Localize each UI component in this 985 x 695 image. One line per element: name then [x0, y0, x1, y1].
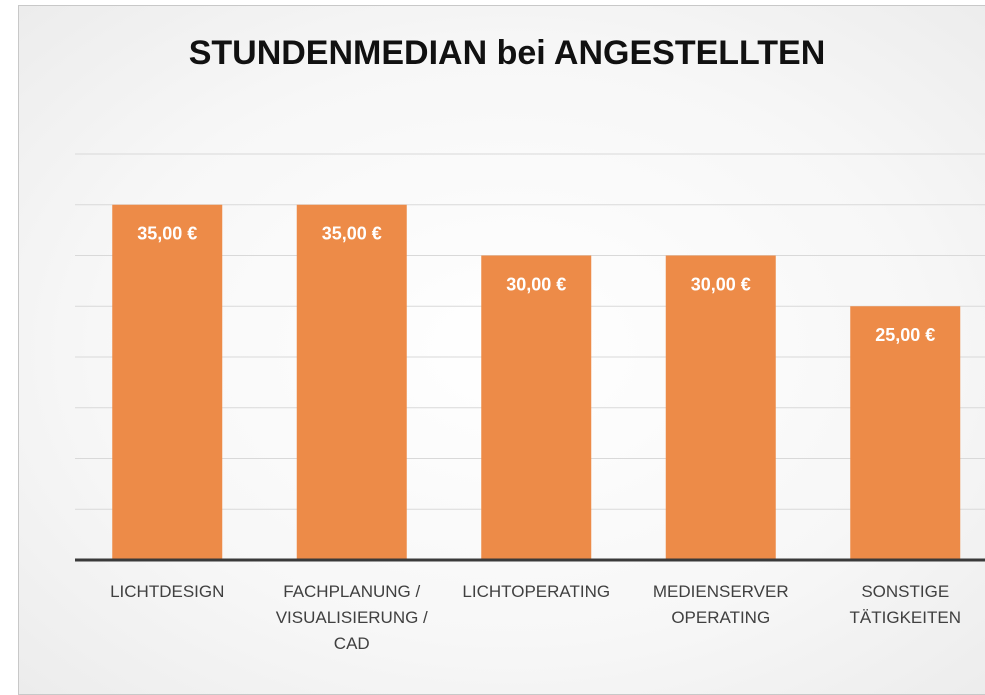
bar — [112, 204, 223, 560]
x-tick-label: MEDIENSERVER OPERATING — [652, 582, 789, 627]
chart-title: STUNDENMEDIAN bei ANGESTELLTEN — [189, 34, 826, 72]
bar — [850, 306, 961, 560]
bar — [296, 204, 407, 560]
x-tick-label: FACHPLANUNG / VISUALISIERUNG / CAD — [275, 582, 428, 653]
data-label: 35,00 € — [137, 224, 197, 244]
bar — [481, 255, 592, 560]
x-tick-label: LICHTDESIGN — [110, 582, 225, 601]
data-label: 25,00 € — [875, 325, 935, 345]
bar — [665, 255, 776, 560]
data-label: 30,00 € — [506, 274, 566, 294]
data-label: 30,00 € — [691, 274, 751, 294]
x-tick-label: SONSTIGE TÄTIGKEITEN — [849, 582, 961, 627]
data-label: 35,00 € — [322, 224, 382, 244]
x-tick-label: LICHTOPERATING — [462, 582, 611, 601]
